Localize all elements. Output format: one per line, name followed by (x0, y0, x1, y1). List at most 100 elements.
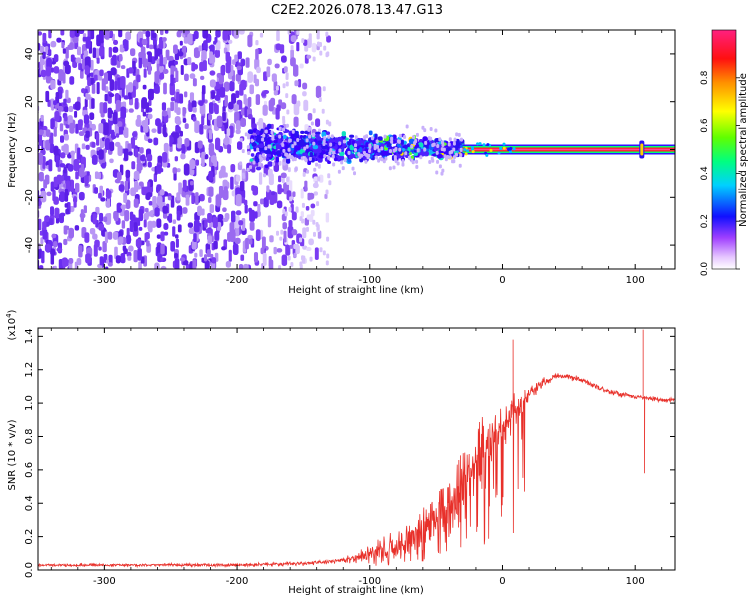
noise-cell (267, 215, 272, 228)
noise-cell (159, 54, 163, 67)
signal-halo-cell (271, 134, 275, 139)
noise-cell (293, 116, 299, 128)
noise-cell (50, 40, 57, 48)
noise-cell (170, 74, 174, 86)
noise-cell (132, 131, 138, 138)
noise-cell (286, 176, 290, 182)
signal-halo-cell (308, 126, 312, 131)
noise-cell (302, 82, 308, 90)
noise-cell (176, 136, 183, 149)
signal-cell (249, 135, 254, 141)
signal-cell (293, 131, 299, 138)
noise-cell (174, 234, 179, 239)
noise-cell (276, 30, 280, 42)
noise-cell (278, 265, 282, 269)
signal-halo-cell (407, 155, 411, 160)
noise-cell (296, 42, 300, 52)
noise-cell (139, 147, 144, 154)
noise-cell (48, 30, 52, 39)
colorbar-tick-label: 0.2 (700, 214, 710, 228)
noise-cell (63, 238, 68, 246)
noise-cell (32, 165, 36, 174)
noise-cell (143, 219, 147, 228)
signal-halo-cell (410, 144, 414, 149)
noise-cell (176, 168, 181, 173)
noise-cell (154, 71, 160, 84)
noise-cell (202, 60, 207, 72)
signal-cell (297, 145, 301, 151)
carrier-speckle (508, 147, 512, 151)
noise-cell (178, 182, 182, 195)
noise-cell (308, 33, 312, 46)
signal-halo-cell (261, 137, 265, 142)
noise-cell (99, 31, 104, 44)
noise-cell (123, 127, 129, 138)
noise-cell (271, 73, 277, 83)
noise-cell (208, 186, 214, 197)
noise-cell (113, 39, 119, 46)
noise-cell (118, 30, 123, 38)
noise-cell (195, 159, 199, 166)
signal-cell (312, 144, 319, 150)
noise-cell (107, 262, 113, 267)
snr-plot-area (38, 328, 675, 570)
noise-cell (218, 170, 223, 179)
x-tick-label: 100 (626, 576, 645, 587)
noise-cell (31, 211, 35, 222)
noise-cell (50, 181, 55, 192)
colorbar-tick-label: 0.4 (700, 166, 710, 181)
signal-cell (275, 143, 280, 150)
noise-cell (148, 99, 152, 106)
noise-cell (214, 104, 219, 115)
noise-cell (312, 56, 316, 62)
noise-cell (266, 185, 270, 193)
signal-halo-cell (384, 156, 388, 161)
noise-cell (223, 186, 228, 193)
noise-cell (276, 200, 283, 209)
noise-cell (63, 225, 68, 235)
noise-cell (182, 260, 189, 266)
noise-cell (302, 91, 307, 97)
noise-cell (143, 124, 149, 133)
signal-halo-cell (415, 164, 419, 169)
noise-cell (77, 119, 83, 131)
noise-cell (147, 138, 153, 144)
noise-cell (304, 180, 308, 191)
noise-cell (24, 72, 27, 77)
signal-cell (325, 131, 331, 135)
noise-cell (318, 41, 322, 47)
noise-cell (232, 243, 239, 255)
noise-cell (133, 249, 138, 263)
noise-cell (46, 191, 52, 197)
noise-cell (214, 94, 221, 101)
carrier-peak-line (462, 148, 675, 151)
noise-cell (45, 66, 52, 77)
noise-cell (239, 83, 244, 96)
noise-cell (42, 51, 46, 59)
noise-cell (142, 30, 146, 35)
noise-cell (128, 151, 133, 156)
noise-cell (116, 171, 122, 181)
signal-halo-cell (412, 135, 416, 140)
signal-cell (413, 149, 418, 153)
noise-cell (318, 174, 324, 183)
signal-halo-cell (337, 169, 341, 174)
noise-cell (312, 219, 316, 225)
noise-cell (144, 231, 150, 240)
signal-halo-cell (246, 145, 250, 150)
noise-cell (188, 99, 193, 113)
noise-cell (199, 249, 203, 257)
noise-cell (268, 255, 272, 267)
noise-cell (149, 44, 154, 50)
signal-halo-cell (353, 171, 357, 176)
noise-cell (194, 120, 200, 134)
signal-halo-cell (239, 137, 243, 142)
noise-cell (278, 99, 283, 106)
noise-cell (27, 257, 32, 265)
noise-cell (56, 37, 62, 43)
noise-cell (158, 72, 165, 80)
noise-cell (160, 257, 164, 263)
noise-cell (316, 224, 320, 230)
noise-cell (123, 192, 128, 203)
signal-halo-cell (364, 159, 368, 164)
